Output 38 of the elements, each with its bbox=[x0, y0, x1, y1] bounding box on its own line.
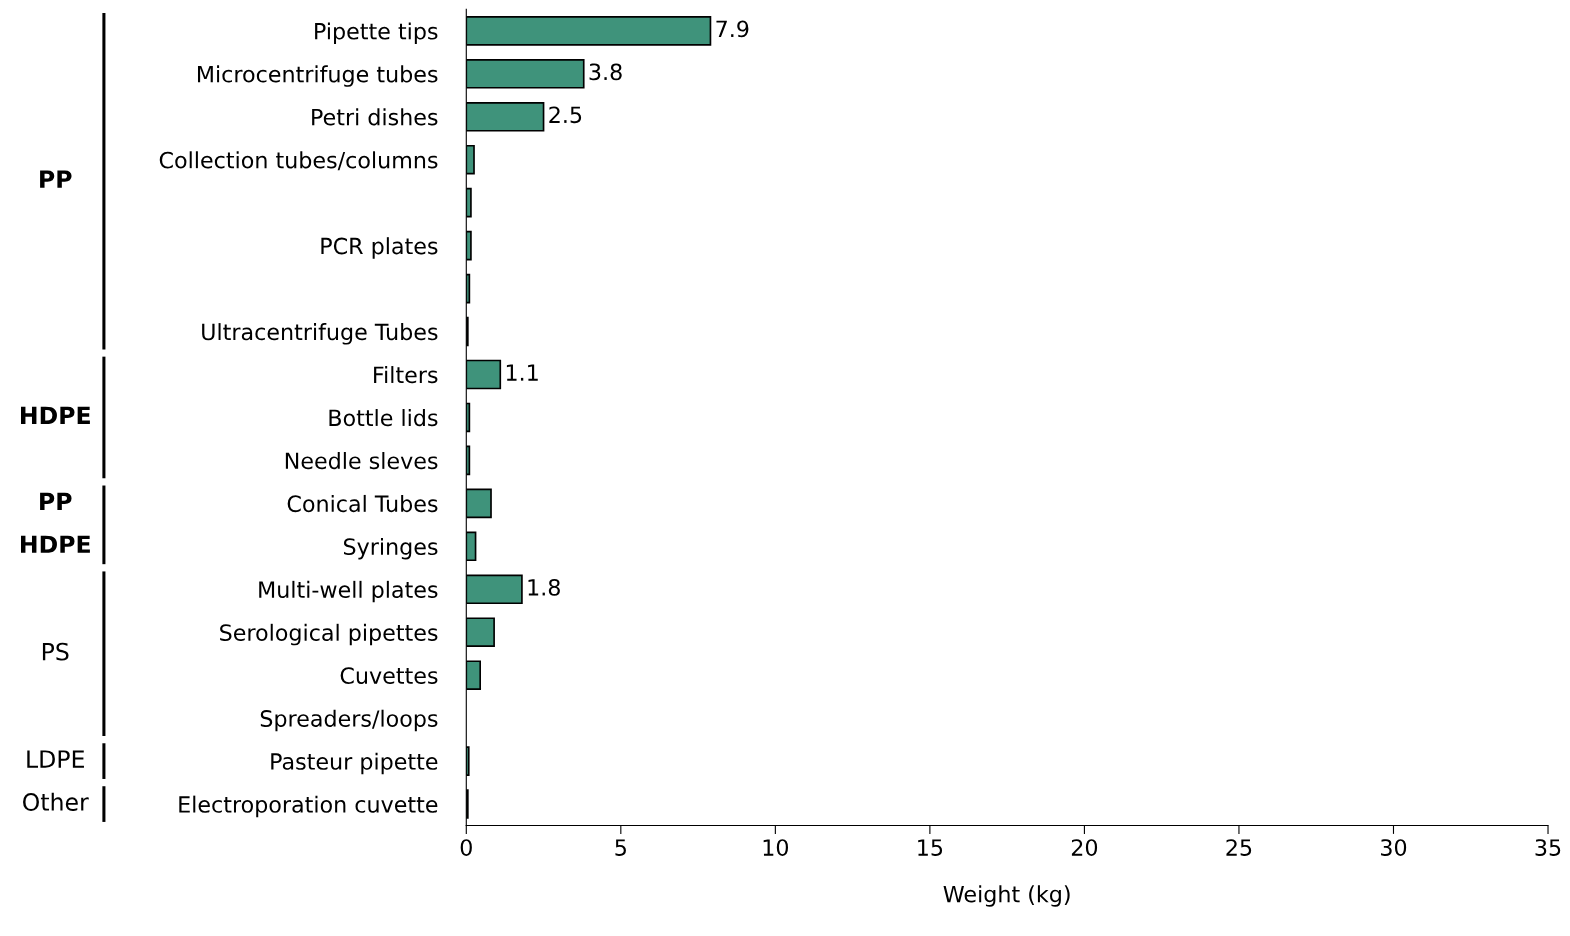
y-tick-label: Electroporation cuvette bbox=[179, 795, 438, 818]
text: HDPE bbox=[21, 535, 90, 553]
y-tick-label: Bottle lids bbox=[329, 409, 438, 427]
y-tick-label: Filters bbox=[374, 366, 438, 384]
y-tick-label: Pasteur pipette bbox=[271, 752, 438, 775]
y-tick-label: Ultracentrifuge Tubes bbox=[202, 323, 438, 345]
y-tick-label: Needle sleves bbox=[285, 451, 438, 470]
x-axis-title: Weight (kg) bbox=[943, 885, 1070, 907]
y-tick-label: Collection tubes/columns bbox=[159, 151, 438, 171]
data-label: 1.1 bbox=[506, 364, 538, 381]
text: PS bbox=[42, 642, 69, 661]
y-tick-label: Cuvettes bbox=[340, 667, 438, 684]
x-tick-label: 20 bbox=[1071, 839, 1098, 856]
data-label: 3.8 bbox=[589, 63, 622, 81]
x-tick-label: 5 bbox=[615, 839, 626, 856]
y-tick-label: Microcentrifuge tubes bbox=[197, 65, 438, 87]
y-tick-label: Serological pipettes bbox=[220, 623, 438, 646]
text: PP bbox=[40, 170, 72, 188]
x-tick-label: 0 bbox=[460, 839, 472, 856]
y-tick-label: Multi-well plates bbox=[259, 580, 438, 603]
y-tick-label: Petri dishes bbox=[312, 108, 438, 126]
y-tick-label: Pipette tips bbox=[315, 22, 438, 44]
y-tick-label: Conical Tubes bbox=[287, 494, 438, 513]
data-label: 7.9 bbox=[716, 20, 749, 38]
x-tick-label: 25 bbox=[1226, 839, 1252, 856]
text: HDPE bbox=[21, 406, 90, 424]
data-label: 2.5 bbox=[549, 106, 582, 124]
x-tick-label: 15 bbox=[918, 839, 943, 856]
y-tick-label: Spreaders/loops bbox=[260, 709, 438, 732]
x-tick-label: 30 bbox=[1381, 839, 1407, 856]
x-tick-label: 35 bbox=[1535, 839, 1561, 856]
text: LDPE bbox=[27, 750, 84, 768]
text: Other bbox=[23, 792, 89, 811]
y-tick-label: Syringes bbox=[343, 537, 438, 560]
y-tick-label: PCR plates bbox=[321, 237, 438, 259]
data-label: 1.8 bbox=[528, 578, 560, 596]
text: PP bbox=[40, 492, 72, 510]
x-tick-label: 10 bbox=[763, 839, 789, 856]
